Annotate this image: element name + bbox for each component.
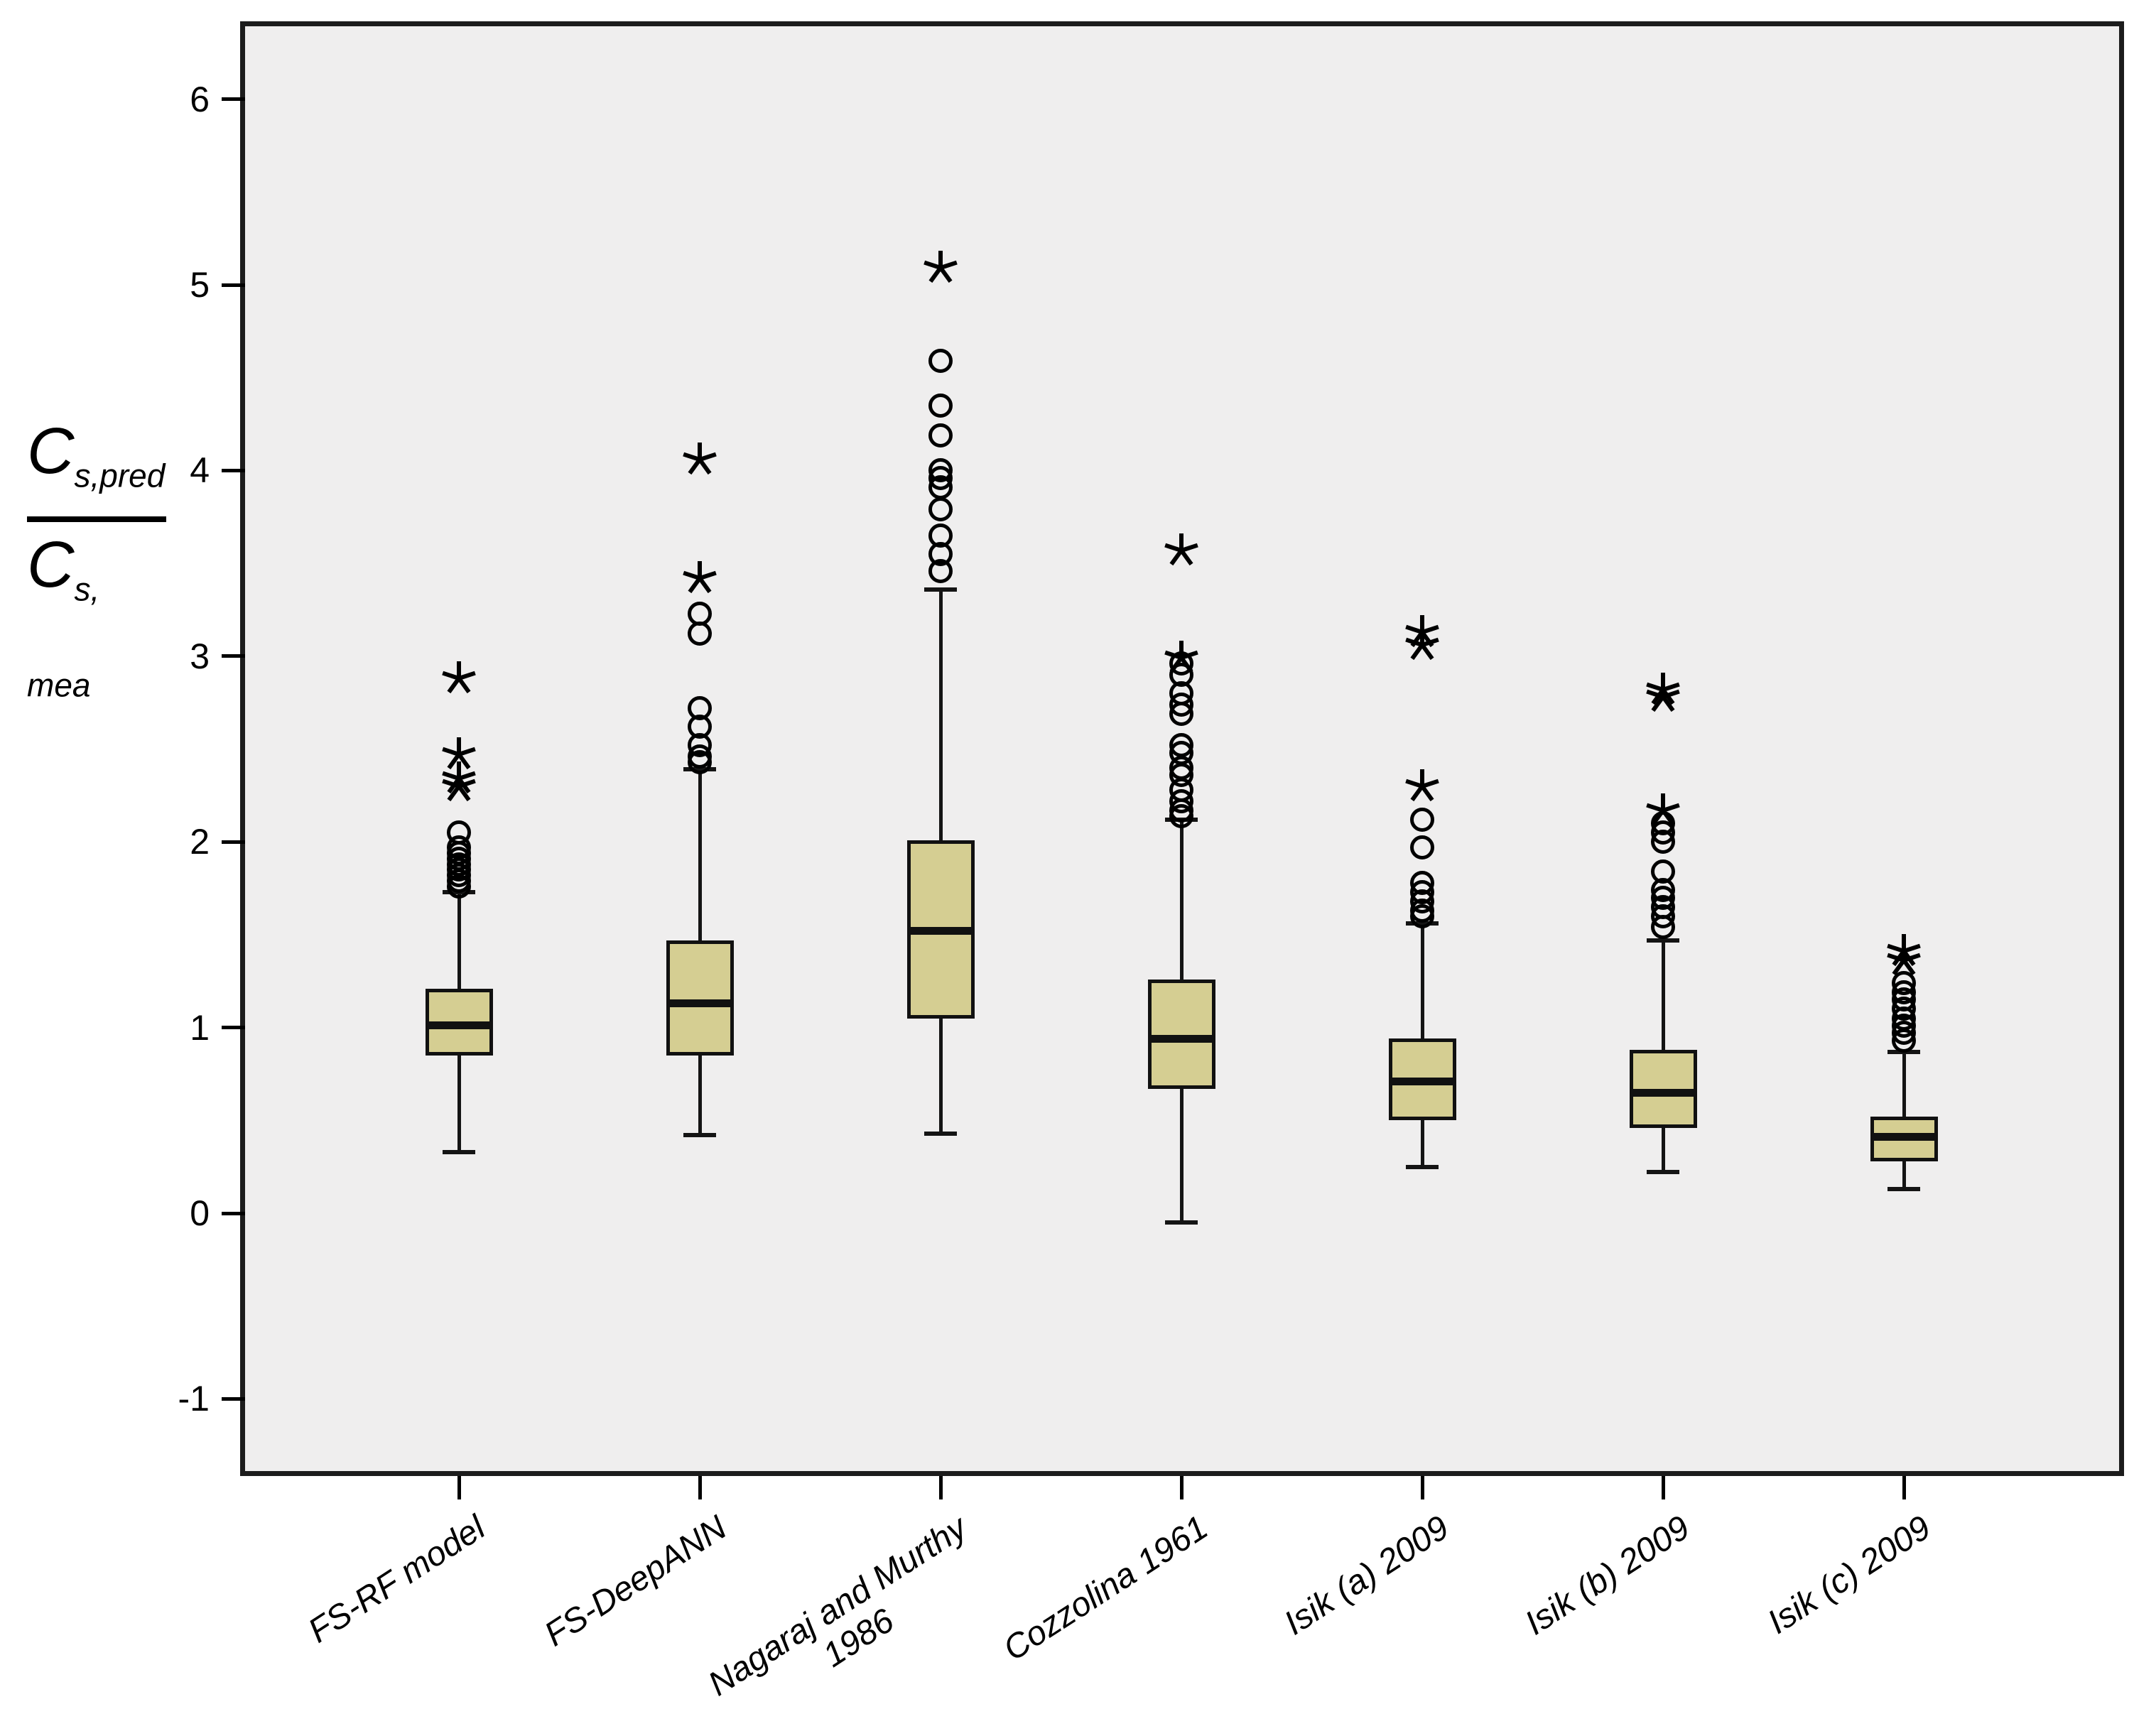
outlier-circle [928, 393, 953, 418]
y-tick-mark [222, 1211, 245, 1215]
outlier-star [1405, 628, 1439, 661]
x-tick-mark [1179, 1476, 1184, 1499]
y-tick-mark [222, 1396, 245, 1401]
box [1147, 979, 1215, 1089]
fraction-numerator: Cs,pred [27, 415, 166, 494]
whisker-cap-top [924, 587, 957, 592]
category-label: Cozzolina 1961 [997, 1509, 1215, 1669]
y-tick-mark [222, 97, 245, 102]
category-label: Nagaraj and Murthy 1986 [702, 1509, 995, 1736]
outlier-star [1164, 641, 1198, 674]
whisker-cap-bottom [1406, 1164, 1439, 1169]
boxplot-figure: Cs,pred Cs, mea -1 0 1 2 3 4 5 6 FS-RF model FS-D… [27, 21, 2124, 1703]
outlier-circle [1651, 830, 1675, 855]
y-tick-label: 2 [190, 822, 210, 862]
outlier-star [442, 769, 476, 803]
median-line [910, 927, 971, 935]
outlier-star [1646, 680, 1680, 713]
outlier-star [1405, 614, 1439, 649]
median-line [428, 1021, 489, 1030]
outlier-star [1405, 769, 1439, 803]
outlier-star [1646, 793, 1680, 827]
outlier-star [442, 737, 476, 771]
whisker-cap-bottom [1887, 1187, 1920, 1192]
median-line [669, 999, 730, 1008]
category-label-line2: 1986 [816, 1602, 901, 1675]
y-axis-label: Cs,pred Cs, mea [27, 416, 169, 720]
y-tick-label: -1 [178, 1379, 210, 1419]
outlier-circle [688, 622, 712, 646]
x-tick-mark [1420, 1476, 1424, 1499]
outlier-circle [447, 874, 471, 899]
outlier-circle [928, 423, 953, 447]
y-tick-mark [222, 654, 245, 658]
outlier-star [683, 561, 717, 595]
whisker-cap-top [1647, 938, 1679, 943]
outlier-star [442, 661, 476, 695]
category-label: Isik (c) 2009 [1760, 1509, 1937, 1642]
outlier-circle [928, 558, 953, 583]
outlier-circle [928, 497, 953, 522]
y-tick-label: 3 [190, 636, 210, 676]
category-label: FS-DeepANN [537, 1509, 733, 1654]
y-tick-mark [222, 283, 245, 287]
median-line [1392, 1077, 1453, 1085]
outlier-star [1164, 533, 1198, 567]
whisker-cap-bottom [1647, 1170, 1679, 1175]
outlier-circle [1169, 701, 1193, 726]
median-line [1873, 1133, 1934, 1141]
category-label: FS-RF model [302, 1509, 492, 1651]
outlier-circle [1410, 807, 1434, 832]
fraction-denominator: Cs, mea [27, 528, 100, 704]
outlier-star [1887, 934, 1921, 967]
median-line [1151, 1034, 1212, 1043]
fraction-bar [27, 516, 166, 523]
outlier-circle [1169, 803, 1193, 828]
y-tick-mark [222, 840, 245, 844]
y-tick-label: 5 [190, 265, 210, 305]
outlier-circle [1410, 904, 1434, 928]
median-line [1632, 1088, 1694, 1097]
outlier-circle [688, 749, 712, 774]
outlier-star [1887, 943, 1921, 977]
outlier-circle [928, 474, 953, 499]
y-tick-label: 6 [190, 79, 210, 119]
x-tick-mark [1661, 1476, 1665, 1499]
outlier-circle [928, 349, 953, 374]
outlier-star [924, 251, 958, 284]
outlier-circle [1892, 1028, 1916, 1053]
category-label: Isik (b) 2009 [1518, 1509, 1696, 1643]
y-tick-label: 0 [190, 1193, 210, 1233]
box [666, 940, 734, 1056]
x-tick-mark [457, 1476, 461, 1499]
outlier-star [683, 442, 717, 476]
outlier-circle [1651, 915, 1675, 940]
category-label: Isik (a) 2009 [1277, 1509, 1456, 1643]
x-tick-mark [698, 1476, 702, 1499]
whisker-cap-bottom [924, 1131, 957, 1136]
y-tick-label: 4 [190, 450, 210, 491]
y-tick-label: 1 [190, 1007, 210, 1048]
y-tick-mark [222, 1026, 245, 1030]
whisker-cap-bottom [443, 1149, 475, 1154]
whisker-cap-bottom [1165, 1220, 1198, 1225]
y-tick-mark [222, 468, 245, 472]
x-tick-mark [938, 1476, 943, 1499]
outlier-circle [1410, 835, 1434, 860]
whisker-cap-bottom [683, 1133, 716, 1138]
x-tick-mark [1902, 1476, 1906, 1499]
